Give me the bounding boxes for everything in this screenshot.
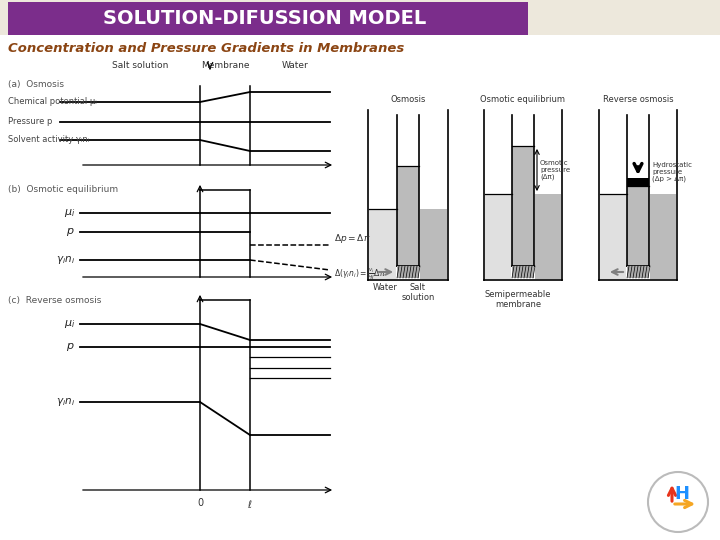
Text: Osmotic
pressure
(Δπ): Osmotic pressure (Δπ) (540, 160, 570, 180)
Bar (420, 209, 447, 279)
Text: Membrane: Membrane (201, 62, 249, 71)
Text: Osmosis: Osmosis (390, 95, 426, 104)
Text: $\Delta(\gamma_i n_i) = \frac{v_i}{HI} \Delta\pi$: $\Delta(\gamma_i n_i) = \frac{v_i}{HI} \… (334, 266, 386, 282)
Bar (600, 194, 626, 279)
Text: $\ell$: $\ell$ (247, 498, 253, 510)
Text: Salt solution: Salt solution (112, 62, 168, 71)
Text: Semipermeable
membrane: Semipermeable membrane (485, 290, 552, 309)
Bar (8, 2, 528, 35)
Bar (627, 178, 649, 186)
Bar (627, 186, 649, 266)
Text: Pressure p: Pressure p (8, 118, 53, 126)
Text: $p$: $p$ (66, 226, 75, 238)
Text: (c)  Reverse osmosis: (c) Reverse osmosis (8, 295, 102, 305)
Bar (512, 146, 534, 266)
Bar (485, 194, 511, 279)
Bar (369, 209, 396, 279)
Text: (a)  Osmosis: (a) Osmosis (8, 79, 64, 89)
Text: $p$: $p$ (66, 341, 75, 353)
Bar (627, 266, 649, 278)
Bar (650, 194, 676, 279)
Text: Concentration and Pressure Gradients in Membranes: Concentration and Pressure Gradients in … (8, 42, 404, 55)
Bar (397, 266, 419, 278)
Text: Hydrostatic
pressure
(Δp > Δπ): Hydrostatic pressure (Δp > Δπ) (652, 162, 692, 183)
Text: H: H (675, 485, 690, 503)
Text: Water: Water (282, 62, 308, 71)
Text: $\mu_i$: $\mu_i$ (63, 318, 75, 330)
Text: Reverse osmosis: Reverse osmosis (603, 95, 673, 104)
Text: Water: Water (372, 283, 397, 292)
Bar (535, 194, 561, 279)
Bar (0, 0, 720, 35)
Bar (397, 166, 419, 266)
Text: $\gamma_i n_i$: $\gamma_i n_i$ (56, 396, 75, 408)
Text: Chemical potential μᵢ: Chemical potential μᵢ (8, 98, 96, 106)
Text: $\mu_i$: $\mu_i$ (63, 207, 75, 219)
Text: SOLUTION-DIFUSSION MODEL: SOLUTION-DIFUSSION MODEL (104, 10, 427, 29)
Text: $\gamma_i n_i$: $\gamma_i n_i$ (56, 254, 75, 266)
Text: (b)  Osmotic equilibrium: (b) Osmotic equilibrium (8, 186, 118, 194)
Text: Salt
solution: Salt solution (401, 283, 435, 302)
Text: 0: 0 (197, 498, 203, 508)
Text: $\Delta p = \Delta\pi$: $\Delta p = \Delta\pi$ (334, 232, 371, 245)
Bar (512, 266, 534, 278)
Text: Solvent activity γᵢnᵢ: Solvent activity γᵢnᵢ (8, 136, 89, 145)
Text: Osmotic equilibrium: Osmotic equilibrium (480, 95, 565, 104)
